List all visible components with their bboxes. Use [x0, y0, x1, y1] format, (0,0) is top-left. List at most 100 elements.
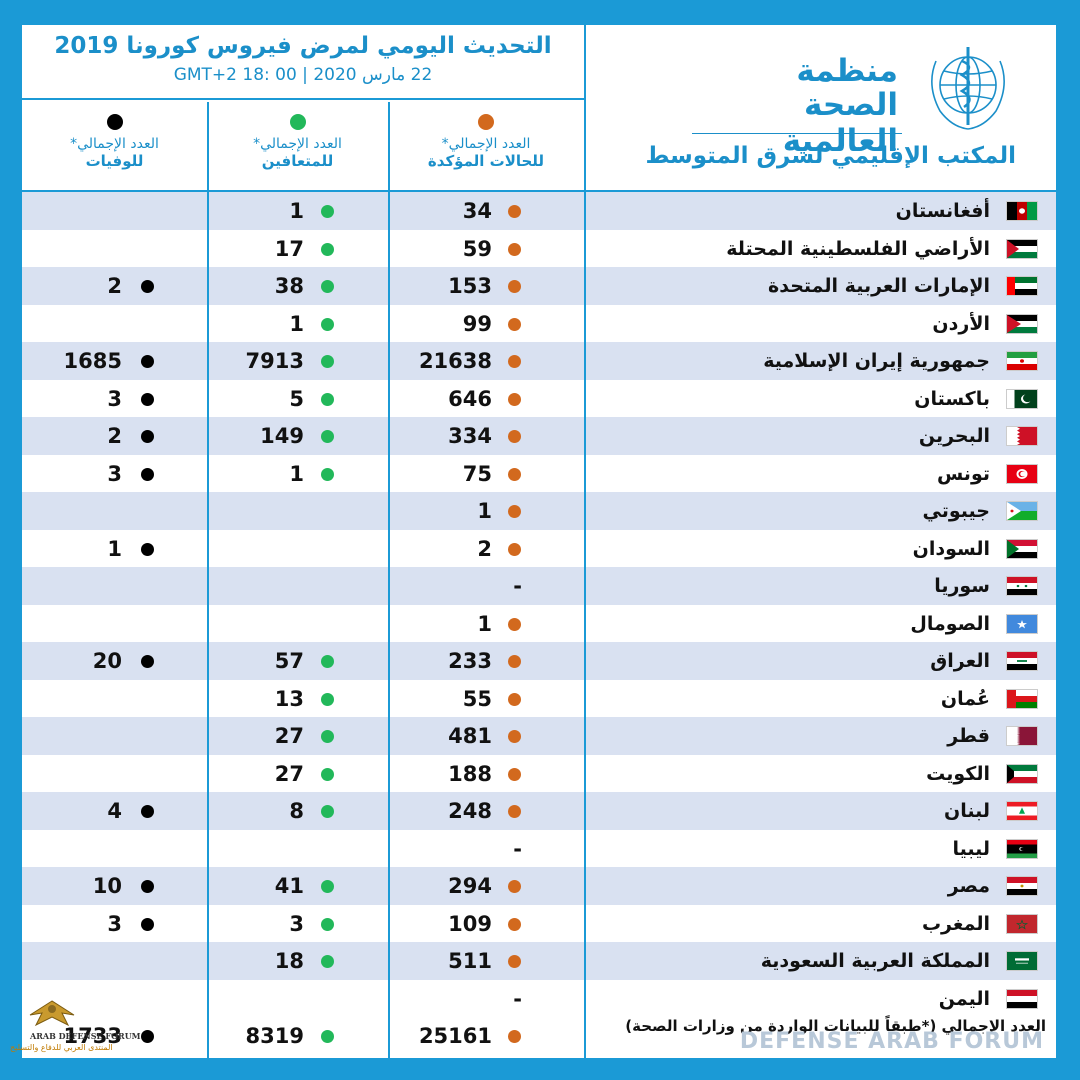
confirmed-value: 294: [448, 874, 492, 898]
confirmed-dot-icon: [508, 392, 521, 406]
confirmed-dot-icon: [508, 317, 521, 331]
confirmed-value: 59: [462, 236, 492, 261]
table-row: الصومال 1: [22, 604, 1056, 642]
column-divider: [207, 529, 209, 567]
total-deaths-dot-icon: [141, 1030, 154, 1043]
recovered-value: 149: [260, 424, 304, 448]
column-divider: [584, 379, 586, 417]
somalia-flag-icon: [1006, 613, 1038, 634]
recovered-value: 13: [274, 686, 304, 711]
column-divider: [207, 829, 209, 867]
table-row: المملكة العربية السعودية 511 18: [22, 942, 1056, 980]
deaths-value: 3: [107, 461, 122, 486]
recovered-dot-icon: [321, 280, 334, 293]
table-header-divider: [22, 190, 1056, 192]
table-row: السودان 2 1: [22, 529, 1056, 567]
column-divider: [388, 717, 390, 755]
column-divider: [207, 454, 209, 492]
deaths-value: 1: [107, 536, 122, 561]
table-row: المغرب 109 3 3: [22, 904, 1056, 942]
column-divider: [388, 342, 390, 380]
table-row: سوريا -: [22, 567, 1056, 605]
column-divider: [584, 604, 586, 642]
forum-logo-english: ARAB DEFENSE FORUM: [30, 1031, 141, 1041]
table-row: جمهورية إيران الإسلامية 21638 7913 1685: [22, 342, 1056, 380]
column-divider: [584, 679, 586, 717]
recovered-value: 7913: [245, 349, 304, 373]
confirmed-header-line1: العدد الإجمالي*: [441, 136, 531, 152]
column-divider: [207, 1017, 209, 1055]
total-confirmed-value: 25161: [418, 1024, 492, 1048]
recovered-value: 38: [274, 274, 304, 298]
recovered-value: 3: [289, 911, 304, 936]
country-name: سوريا: [934, 575, 990, 597]
deaths-dot-icon: [106, 114, 123, 130]
column-divider: [207, 604, 209, 642]
column-divider: [207, 192, 209, 230]
deaths-value: 4: [107, 799, 122, 823]
column-divider: [388, 604, 390, 642]
oman-flag-icon: [1006, 688, 1038, 709]
column-divider: [584, 792, 586, 830]
column-divider: [584, 754, 586, 792]
column-divider: [584, 717, 586, 755]
kuwait-flag-icon: [1006, 763, 1038, 784]
infographic-card: التحديث اليومي لمرض فيروس كورونا 2019 22…: [22, 25, 1056, 1058]
table-row: البحرين 334 149 2: [22, 417, 1056, 455]
column-divider: [388, 454, 390, 492]
column-divider: [584, 942, 586, 980]
deaths-dot-icon: [141, 805, 154, 818]
recovered-header-line1: العدد الإجمالي*: [253, 136, 342, 152]
qatar-flag-icon: [1006, 726, 1038, 746]
deaths-dot-icon: [141, 430, 154, 443]
confirmed-dot-icon: [508, 505, 521, 518]
recovered-dot-icon: [321, 767, 334, 781]
confirmed-value: -: [513, 836, 522, 861]
column-divider: [584, 267, 586, 305]
table-row: أفغانستان 34 1: [22, 192, 1056, 230]
deaths-dot-icon: [141, 280, 154, 293]
saudi-flag-icon: [1006, 951, 1038, 971]
country-table: أفغانستان 34 1 الأراضي الفلسطينية المحتلة 59…: [22, 192, 1056, 1055]
column-divider: [584, 1017, 586, 1055]
total-row: العدد الإجمالي (*طبقاً للبيانات الواردة …: [22, 1017, 1056, 1055]
column-divider: [388, 229, 390, 267]
deaths-dot-icon: [141, 392, 154, 406]
confirmed-dot-icon: [508, 542, 521, 556]
recovered-value: 8: [289, 799, 304, 823]
confirmed-dot-icon: [508, 617, 521, 631]
confirmed-dot-icon: [508, 430, 521, 443]
recovered-dot-icon: [321, 805, 334, 818]
iran-flag-icon: [1006, 351, 1038, 371]
confirmed-value: 99: [462, 311, 492, 336]
deaths-value: 2: [107, 274, 122, 298]
country-name: أفغانستان: [895, 200, 990, 222]
jordan-flag-icon: [1006, 313, 1038, 334]
confirmed-value: 21638: [418, 349, 492, 373]
column-divider: [584, 829, 586, 867]
table-row: الكويت 188 27: [22, 754, 1056, 792]
column-divider: [207, 679, 209, 717]
confirmed-dot-icon: [508, 467, 521, 481]
recovered-dot-icon: [321, 730, 334, 743]
column-divider: [207, 717, 209, 755]
confirmed-dot-icon: [508, 917, 521, 931]
sudan-flag-icon: [1006, 538, 1038, 559]
report-timestamp: 22 مارس 2020 | GMT+2 18: 00: [173, 65, 433, 85]
lebanon-flag-icon: [1006, 801, 1038, 821]
deaths-dot-icon: [141, 355, 154, 368]
column-divider: [388, 417, 390, 455]
column-divider: [584, 417, 586, 455]
confirmed-value: 1: [477, 499, 492, 523]
confirmed-value: 334: [448, 424, 492, 448]
column-divider: [388, 642, 390, 680]
palestine-flag-icon: [1006, 238, 1038, 259]
forum-logo-arabic: المنتدى العربي للدفاع والتسليح: [10, 1043, 113, 1052]
confirmed-value: 646: [448, 386, 492, 411]
confirmed-value: 55: [462, 686, 492, 711]
column-divider: [388, 267, 390, 305]
table-row: مصر 294 41 10: [22, 867, 1056, 905]
column-divider: [207, 754, 209, 792]
deaths-dot-icon: [141, 542, 154, 556]
deaths-value: 1685: [63, 349, 122, 373]
